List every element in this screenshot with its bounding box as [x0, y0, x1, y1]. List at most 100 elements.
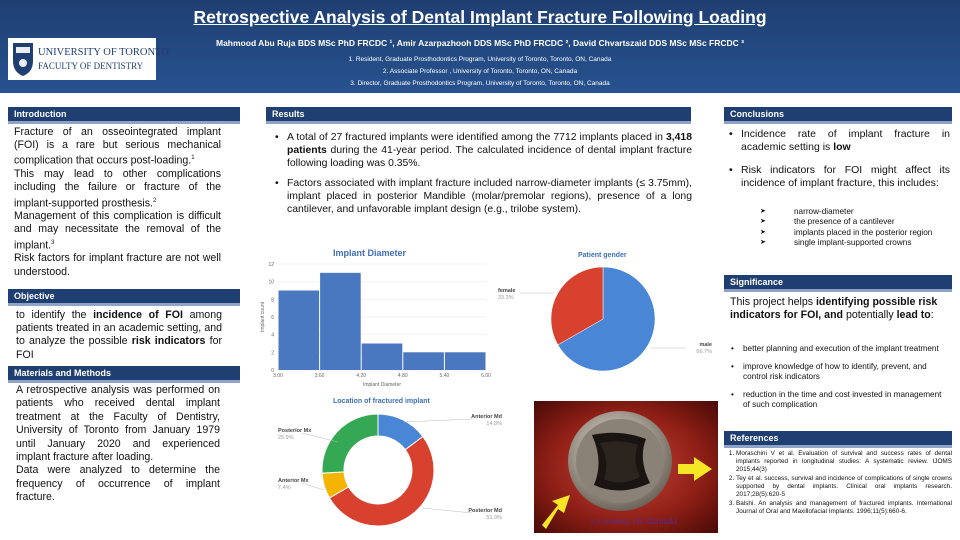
arrow-bullet-icon: ➤	[760, 218, 766, 226]
pie-slice-value: 14.8%	[486, 421, 502, 427]
pie-slice	[328, 435, 435, 527]
results-text-part: during the 41-year period. The calculate…	[287, 145, 692, 170]
results-text-part: A total of 27 fractured implants were id…	[287, 132, 666, 143]
arrow-bullet-icon: ➤	[760, 228, 766, 236]
risk-indicator-text: implants placed in the posterior region	[794, 227, 933, 237]
histogram-bar	[403, 352, 444, 370]
risk-indicator-item: ➤ the presence of a cantilever	[758, 217, 948, 227]
significance-heading: Significance	[724, 275, 952, 292]
histogram-y-tick-label: 6	[271, 315, 274, 321]
objective-emphasis-incidence: incidence of FOI	[93, 309, 183, 321]
affiliation-3: 3. Director, Graduate Prosthodontics Pro…	[350, 80, 610, 87]
logo-faculty-name: FACULTY OF DENTISTRY	[38, 61, 144, 71]
references-heading: References	[724, 431, 952, 448]
objective-text: to identify the incidence of FOI among p…	[16, 309, 222, 362]
significance-text-part: This project helps	[730, 296, 816, 308]
pie-slice-value: 25.9%	[278, 435, 294, 441]
pie-slice-label: Anterior Md	[471, 414, 502, 420]
risk-indicator-item: ➤ single implant-supported crowns	[758, 238, 948, 248]
results-item: Factors associated with implant fracture…	[272, 177, 692, 217]
fractured-implant-photo: © Courtesy Dr. Barmaki	[534, 401, 718, 533]
results-emphasis-patients: 3,418 patients	[287, 132, 692, 157]
significance-text-part: potentially	[843, 309, 897, 322]
significance-item: better planning and execution of the imp…	[728, 344, 950, 355]
pie-slice-label: Posterior Mx	[278, 428, 312, 434]
conclusion-text-part: Incidence rate of implant fracture in ac…	[741, 128, 950, 154]
risk-indicator-text: single implant-supported crowns	[794, 238, 912, 248]
intro-paragraph-4: Risk factors for implant fracture are no…	[14, 252, 221, 278]
pie-slice-value: 51.9%	[486, 515, 502, 521]
histogram-x-axis-label: Implant Diameter	[363, 382, 401, 388]
significance-item: reduction in the time and cost invested …	[728, 390, 950, 411]
risk-indicator-text: the presence of a cantilever	[794, 217, 895, 227]
histogram-y-axis-label: Implant count	[260, 301, 266, 332]
methods-paragraph-1: A retrospective analysis was performed o…	[16, 384, 220, 464]
pie-slice-value: 33.3%	[498, 295, 514, 301]
significance-intro: This project helps identifying possible …	[730, 296, 948, 323]
pie-slice-value: 7.4%	[278, 485, 291, 491]
pie-slice-label: male	[699, 342, 712, 348]
histogram-bar	[444, 352, 486, 370]
histogram-y-tick-label: 8	[271, 297, 274, 303]
intro-paragraph-3: Management of this complication is diffi…	[14, 210, 221, 252]
poster-title: Retrospective Analysis of Dental Implant…	[193, 7, 767, 27]
histogram-title: Implant Diameter	[333, 248, 407, 258]
photo-caption: Courtesy Dr. Barmaki	[598, 516, 678, 526]
intro-ref-2: 2	[152, 197, 157, 204]
intro-ref-3: 3	[51, 239, 55, 246]
pie-leader-line	[301, 482, 325, 491]
pie-leader-line	[301, 432, 339, 443]
histogram-x-tick-label: 3.00	[273, 373, 283, 379]
histogram-y-tick-label: 10	[268, 280, 274, 286]
histogram-x-tick-label: 4.20	[356, 373, 366, 379]
intro-ref-1: 1	[191, 155, 195, 162]
intro-paragraph-1: Fracture of an osseointegrated implant (…	[14, 126, 221, 167]
gender-pie-title: Patient gender	[578, 252, 627, 259]
histogram-y-tick-label: 12	[268, 262, 274, 268]
conclusion-item: Incidence rate of implant fracture in ac…	[726, 128, 950, 155]
poster-header: Retrospective Analysis of Dental Implant…	[0, 0, 960, 93]
results-list: A total of 27 fractured implants were id…	[272, 131, 692, 222]
references-list: Moraschini V et al. Evaluation of surviv…	[728, 450, 952, 517]
pie-slice-label: female	[498, 288, 515, 294]
histogram-x-tick-label: 3.60	[315, 373, 325, 379]
objective-text-part: to identify the	[16, 309, 94, 321]
reference-item: Moraschini V et al. Evaluation of surviv…	[736, 450, 952, 474]
histogram-y-tick-label: 2	[271, 350, 274, 356]
objective-heading: Objective	[8, 289, 240, 306]
histogram-x-tick-label: 5.40	[440, 373, 450, 379]
risk-indicator-sublist: ➤ narrow-diameter ➤ the presence of a can…	[758, 207, 948, 249]
significance-text-part: :	[930, 309, 934, 322]
pie-slice	[557, 266, 656, 372]
pie-slice-value: 66.7%	[696, 349, 712, 355]
pointer-arrow-icon	[678, 457, 712, 481]
pointer-arrow-icon	[542, 495, 570, 529]
pie-leader-line	[403, 418, 473, 423]
pie-slice	[550, 266, 604, 346]
risk-indicator-item: ➤ implants placed in the posterior region	[758, 228, 948, 238]
histogram-y-tick-label: 0	[271, 368, 274, 374]
risk-indicator-item: ➤ narrow-diameter	[758, 207, 948, 217]
histogram-y-tick-label: 4	[271, 333, 274, 339]
histogram-bar	[361, 343, 403, 370]
histogram-x-tick-label: 6.00	[481, 373, 491, 379]
photo-credit-symbol: ©	[590, 517, 597, 527]
histogram-bar	[278, 290, 320, 370]
location-donut-title: Location of fractured implant	[333, 398, 430, 405]
intro-paragraph-2: This may lead to other complications inc…	[14, 168, 221, 210]
conclusion-item: Risk indicators for FOI might affect its…	[726, 164, 950, 191]
arrow-bullet-icon: ➤	[760, 208, 766, 215]
conclusion-emphasis-low: low	[833, 141, 851, 154]
pie-leader-line	[421, 507, 473, 514]
significance-item: improve knowledge of how to identify, pr…	[728, 362, 950, 383]
methods-paragraph-2: Data were analyzed to determine the freq…	[16, 464, 220, 504]
reference-item: Tey et al. success, survival and inciden…	[736, 475, 952, 499]
fractured-implant-illustration: ©	[534, 401, 718, 533]
methods-text: A retrospective analysis was performed o…	[16, 384, 220, 505]
risk-indicator-text: narrow-diameter	[794, 207, 854, 216]
histogram-x-tick-label: 4.80	[398, 373, 408, 379]
significance-emphasis: lead to	[896, 309, 931, 322]
objective-emphasis-risk: risk indicators	[131, 335, 206, 348]
methods-heading: Materials and Methods	[8, 366, 240, 383]
introduction-heading: Introduction	[8, 107, 240, 124]
